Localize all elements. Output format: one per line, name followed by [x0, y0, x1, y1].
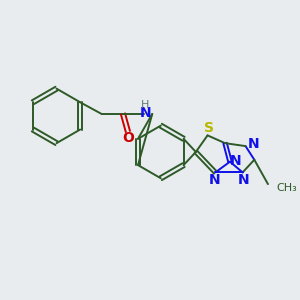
Text: N: N [208, 173, 220, 187]
Text: O: O [122, 131, 134, 145]
Text: N: N [140, 106, 151, 120]
Text: H: H [141, 100, 150, 110]
Text: N: N [238, 173, 249, 187]
Text: S: S [203, 121, 214, 135]
Text: CH₃: CH₃ [277, 183, 298, 193]
Text: N: N [248, 137, 259, 151]
Text: N: N [230, 154, 242, 168]
